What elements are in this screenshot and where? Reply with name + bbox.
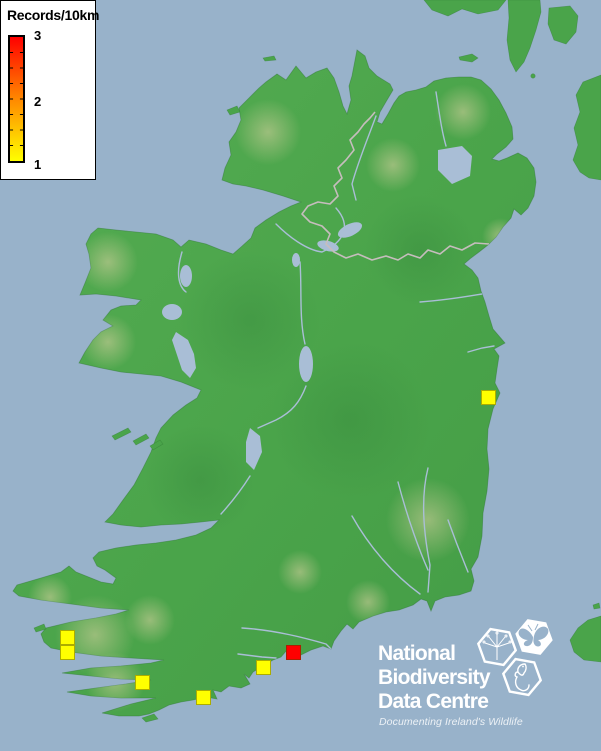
islands-and-neighbour-coasts	[33, 0, 601, 723]
logo-text: National Biodiversity Data Centre	[378, 642, 491, 714]
legend-colorbar	[8, 35, 25, 163]
logo-line-3: Data Centre	[378, 690, 489, 713]
record-square[interactable]	[256, 660, 271, 675]
dandelion-hexagon-icon	[476, 627, 518, 667]
logo-line-2: Biodiversity	[378, 666, 491, 689]
record-square[interactable]	[135, 675, 150, 690]
seahorse-hexagon-icon	[501, 657, 543, 697]
rivers	[177, 91, 495, 659]
nbdc-logo: National Biodiversity Data Centre Docume…	[370, 612, 590, 742]
legend-min-label: 1	[34, 157, 42, 172]
legend: Records/10km 3 2 1	[0, 0, 100, 180]
record-square[interactable]	[286, 645, 301, 660]
logo-tagline: Documenting Ireland's Wildlife	[379, 716, 523, 728]
record-square[interactable]	[481, 390, 496, 405]
record-square[interactable]	[60, 645, 75, 660]
legend-tick-marks	[10, 52, 23, 146]
legend-mid-label: 2	[34, 94, 42, 109]
record-square[interactable]	[196, 690, 211, 705]
legend-title: Records/10km	[7, 7, 100, 23]
ni-border-line	[301, 111, 490, 261]
logo-hexagons	[476, 619, 553, 697]
butterfly-hexagon-icon	[515, 619, 553, 655]
legend-max-label: 3	[34, 28, 42, 43]
record-square[interactable]	[60, 630, 75, 645]
logo-line-1: National	[378, 642, 456, 665]
